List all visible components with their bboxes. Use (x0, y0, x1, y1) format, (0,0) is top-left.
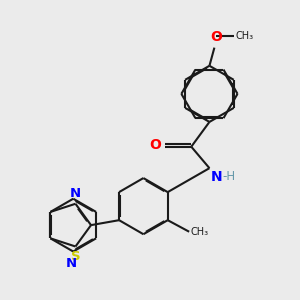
Text: -H: -H (222, 170, 235, 183)
Text: O: O (149, 138, 161, 152)
Text: CH₃: CH₃ (236, 31, 254, 41)
Text: N: N (66, 257, 77, 271)
Text: CH₃: CH₃ (191, 227, 209, 237)
Text: N: N (211, 170, 223, 184)
Text: N: N (70, 187, 81, 200)
Text: S: S (71, 250, 80, 263)
Text: O: O (210, 30, 222, 44)
